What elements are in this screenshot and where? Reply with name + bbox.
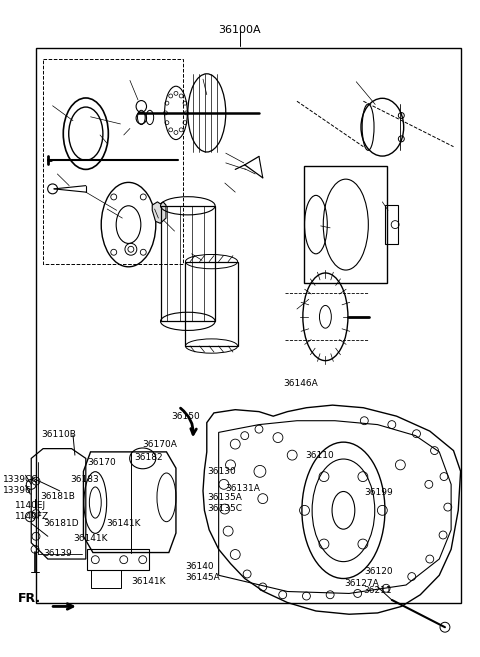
Text: 36170A: 36170A bbox=[143, 440, 178, 449]
Text: 36135A: 36135A bbox=[208, 493, 242, 503]
Text: 36199: 36199 bbox=[364, 488, 393, 497]
Text: 36183: 36183 bbox=[70, 475, 99, 484]
Text: 36130: 36130 bbox=[208, 468, 237, 476]
Text: 36170: 36170 bbox=[87, 459, 116, 467]
Text: 36150: 36150 bbox=[172, 412, 201, 420]
Text: 36100A: 36100A bbox=[219, 24, 261, 35]
Text: 36145A: 36145A bbox=[185, 573, 220, 581]
Text: 36141K: 36141K bbox=[73, 533, 108, 543]
Text: 1339CC: 1339CC bbox=[3, 475, 38, 484]
Bar bbox=[160, 206, 215, 321]
Text: 36141K: 36141K bbox=[131, 577, 166, 585]
Text: 36110B: 36110B bbox=[42, 430, 76, 440]
Text: 36139: 36139 bbox=[43, 549, 72, 558]
Text: 36131A: 36131A bbox=[225, 484, 260, 493]
Bar bbox=[304, 166, 387, 283]
Text: 36181B: 36181B bbox=[40, 492, 75, 501]
Bar bbox=[91, 570, 121, 588]
Text: 36141K: 36141K bbox=[106, 520, 141, 528]
Text: 36146A: 36146A bbox=[284, 379, 318, 388]
Text: 13396: 13396 bbox=[3, 486, 32, 495]
Text: 36181D: 36181D bbox=[43, 520, 79, 528]
Text: 36140: 36140 bbox=[185, 562, 214, 572]
Bar bbox=[185, 261, 238, 346]
Bar bbox=[384, 205, 398, 244]
Text: 36110: 36110 bbox=[305, 451, 334, 460]
Text: 36211: 36211 bbox=[363, 585, 392, 595]
Bar bbox=[36, 48, 461, 603]
Text: 1140EJ: 1140EJ bbox=[14, 501, 46, 510]
Text: 1140FZ: 1140FZ bbox=[14, 512, 49, 520]
Polygon shape bbox=[152, 202, 166, 223]
Text: 36135C: 36135C bbox=[208, 504, 243, 513]
Text: 36127A: 36127A bbox=[344, 579, 379, 588]
Bar bbox=[87, 549, 149, 570]
Bar bbox=[43, 59, 183, 263]
Text: FR.: FR. bbox=[18, 591, 41, 604]
Text: 36182: 36182 bbox=[135, 453, 163, 462]
Text: 36120: 36120 bbox=[364, 568, 393, 576]
